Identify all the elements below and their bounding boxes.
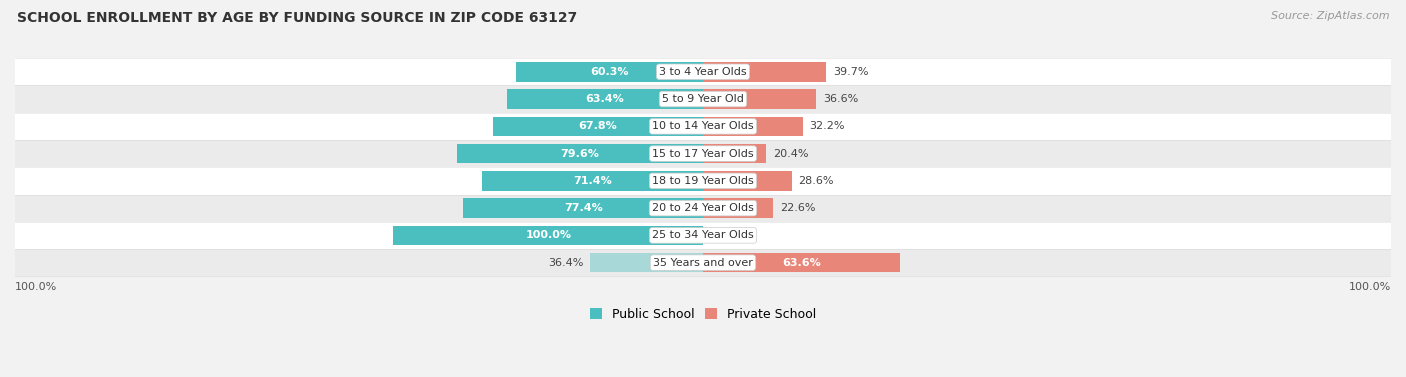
- Text: 20 to 24 Year Olds: 20 to 24 Year Olds: [652, 203, 754, 213]
- Bar: [15, 113, 1391, 140]
- Text: 15 to 17 Year Olds: 15 to 17 Year Olds: [652, 149, 754, 159]
- Bar: [482, 171, 703, 191]
- Text: 100.0%: 100.0%: [526, 230, 571, 241]
- Text: 35 Years and over: 35 Years and over: [652, 257, 754, 268]
- Bar: [703, 171, 792, 191]
- Bar: [394, 225, 703, 245]
- Text: 0.0%: 0.0%: [717, 230, 745, 241]
- Text: 67.8%: 67.8%: [579, 121, 617, 131]
- Bar: [15, 140, 1391, 167]
- Legend: Public School, Private School: Public School, Private School: [585, 303, 821, 326]
- Bar: [703, 89, 817, 109]
- Bar: [703, 198, 773, 218]
- Text: 100.0%: 100.0%: [1348, 282, 1391, 292]
- Text: 63.6%: 63.6%: [782, 257, 821, 268]
- Text: 36.6%: 36.6%: [823, 94, 859, 104]
- Text: 3 to 4 Year Olds: 3 to 4 Year Olds: [659, 67, 747, 77]
- Bar: [506, 89, 703, 109]
- Text: 36.4%: 36.4%: [548, 257, 583, 268]
- Bar: [15, 167, 1391, 195]
- Text: 79.6%: 79.6%: [561, 149, 599, 159]
- Text: SCHOOL ENROLLMENT BY AGE BY FUNDING SOURCE IN ZIP CODE 63127: SCHOOL ENROLLMENT BY AGE BY FUNDING SOUR…: [17, 11, 576, 25]
- Bar: [591, 253, 703, 273]
- Bar: [703, 62, 825, 81]
- Text: 32.2%: 32.2%: [810, 121, 845, 131]
- Text: Source: ZipAtlas.com: Source: ZipAtlas.com: [1271, 11, 1389, 21]
- Text: 28.6%: 28.6%: [799, 176, 834, 186]
- Bar: [457, 144, 703, 163]
- Bar: [15, 195, 1391, 222]
- Bar: [15, 86, 1391, 113]
- Text: 77.4%: 77.4%: [564, 203, 603, 213]
- Bar: [494, 116, 703, 136]
- Text: 63.4%: 63.4%: [585, 94, 624, 104]
- Text: 39.7%: 39.7%: [832, 67, 869, 77]
- Bar: [15, 222, 1391, 249]
- Bar: [516, 62, 703, 81]
- Text: 10 to 14 Year Olds: 10 to 14 Year Olds: [652, 121, 754, 131]
- Bar: [703, 116, 803, 136]
- Bar: [703, 144, 766, 163]
- Text: 5 to 9 Year Old: 5 to 9 Year Old: [662, 94, 744, 104]
- Text: 18 to 19 Year Olds: 18 to 19 Year Olds: [652, 176, 754, 186]
- Bar: [703, 253, 900, 273]
- Bar: [464, 198, 703, 218]
- Text: 25 to 34 Year Olds: 25 to 34 Year Olds: [652, 230, 754, 241]
- Bar: [15, 58, 1391, 86]
- Text: 60.3%: 60.3%: [591, 67, 628, 77]
- Text: 71.4%: 71.4%: [574, 176, 612, 186]
- Bar: [15, 249, 1391, 276]
- Text: 22.6%: 22.6%: [780, 203, 815, 213]
- Text: 20.4%: 20.4%: [773, 149, 808, 159]
- Text: 100.0%: 100.0%: [15, 282, 58, 292]
